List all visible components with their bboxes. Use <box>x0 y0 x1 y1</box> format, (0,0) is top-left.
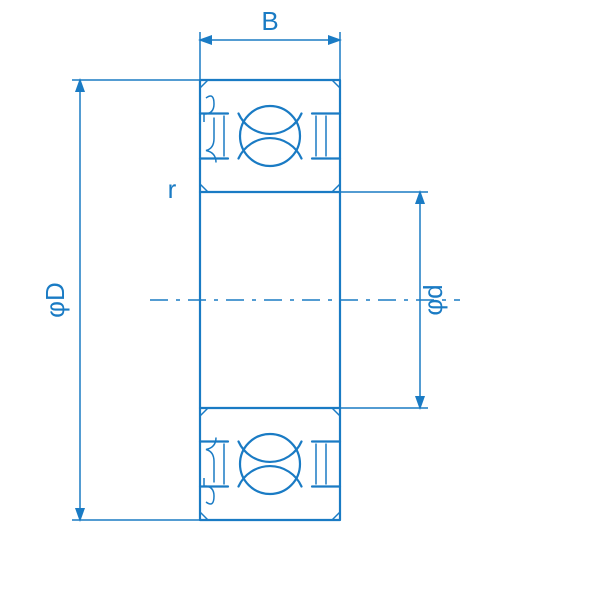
bearing-upper-half <box>200 80 340 192</box>
bearing-lower-half <box>200 408 340 520</box>
label-B: B <box>261 6 278 36</box>
label-D: φD <box>40 282 70 318</box>
ball <box>240 434 300 494</box>
bearing-diagram: BφD φd r <box>0 0 600 600</box>
ball <box>240 106 300 166</box>
label-r: r <box>168 174 177 204</box>
label-d: φd <box>418 284 448 315</box>
